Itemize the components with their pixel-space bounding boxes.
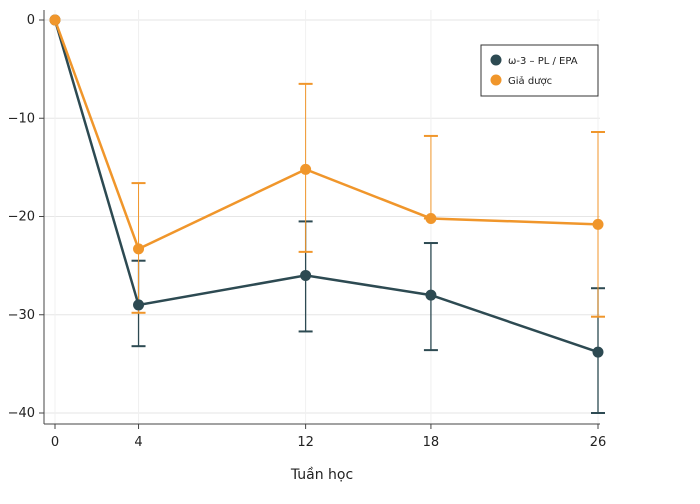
data-point bbox=[592, 346, 604, 358]
data-point bbox=[300, 269, 312, 281]
data-point bbox=[425, 289, 437, 301]
legend-box bbox=[480, 44, 599, 97]
data-point bbox=[133, 243, 145, 255]
data-point bbox=[300, 163, 312, 175]
legend-marker bbox=[490, 74, 502, 86]
y-tick-label: −30 bbox=[8, 308, 35, 323]
legend-item: Giả dược bbox=[490, 74, 552, 87]
data-point bbox=[49, 14, 61, 26]
data-point bbox=[592, 218, 604, 230]
legend-label: Giả dược bbox=[508, 75, 552, 87]
x-tick-label: 4 bbox=[134, 435, 142, 450]
series-points bbox=[49, 14, 604, 358]
legend-marker bbox=[490, 54, 502, 66]
y-tick-label: 0 bbox=[27, 13, 35, 28]
error-bars bbox=[131, 82, 605, 414]
legend: ω-3 – PL / EPA Giả dược bbox=[480, 44, 599, 97]
y-tick-label: −10 bbox=[8, 111, 35, 126]
y-tick-label: −20 bbox=[8, 210, 35, 225]
legend-item: ω-3 – PL / EPA bbox=[490, 54, 578, 67]
data-point bbox=[425, 212, 437, 224]
x-tick-label: 12 bbox=[297, 435, 314, 450]
legend-label: ω-3 – PL / EPA bbox=[508, 56, 578, 67]
x-tick-label: 0 bbox=[51, 435, 59, 450]
x-tick-label: 26 bbox=[590, 435, 607, 450]
error-bar bbox=[423, 134, 438, 220]
x-axis-title: Tuần học bbox=[290, 467, 353, 483]
y-tick-label: −40 bbox=[8, 406, 35, 421]
x-tick-label: 18 bbox=[423, 435, 440, 450]
data-point bbox=[133, 299, 145, 311]
ticks: 0 −10 −20 −30 −40 0 4 12 18 26 bbox=[8, 13, 607, 450]
